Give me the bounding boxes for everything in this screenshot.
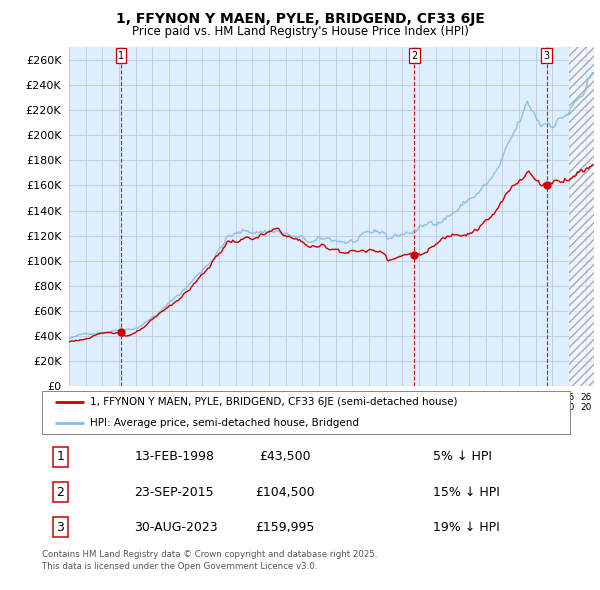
Text: This data is licensed under the Open Government Licence v3.0.: This data is licensed under the Open Gov…: [42, 562, 317, 571]
Text: Price paid vs. HM Land Registry's House Price Index (HPI): Price paid vs. HM Land Registry's House …: [131, 25, 469, 38]
Text: 1, FFYNON Y MAEN, PYLE, BRIDGEND, CF33 6JE: 1, FFYNON Y MAEN, PYLE, BRIDGEND, CF33 6…: [116, 12, 484, 26]
Text: 15% ↓ HPI: 15% ↓ HPI: [433, 486, 500, 499]
Text: 3: 3: [56, 521, 64, 534]
Text: 1: 1: [56, 450, 64, 463]
Text: £43,500: £43,500: [259, 450, 311, 463]
Text: 1, FFYNON Y MAEN, PYLE, BRIDGEND, CF33 6JE (semi-detached house): 1, FFYNON Y MAEN, PYLE, BRIDGEND, CF33 6…: [89, 397, 457, 407]
Text: 2: 2: [56, 486, 64, 499]
Text: £159,995: £159,995: [255, 521, 314, 534]
Text: 19% ↓ HPI: 19% ↓ HPI: [433, 521, 499, 534]
Text: 30-AUG-2023: 30-AUG-2023: [134, 521, 218, 534]
Text: HPI: Average price, semi-detached house, Bridgend: HPI: Average price, semi-detached house,…: [89, 418, 359, 428]
Bar: [569, 47, 594, 386]
Text: 5% ↓ HPI: 5% ↓ HPI: [433, 450, 492, 463]
Bar: [569, 47, 594, 386]
Text: 2: 2: [412, 51, 418, 61]
Text: 1: 1: [118, 51, 124, 61]
Text: 3: 3: [544, 51, 550, 61]
Text: 23-SEP-2015: 23-SEP-2015: [134, 486, 214, 499]
Text: £104,500: £104,500: [255, 486, 314, 499]
Text: Contains HM Land Registry data © Crown copyright and database right 2025.: Contains HM Land Registry data © Crown c…: [42, 550, 377, 559]
Text: 13-FEB-1998: 13-FEB-1998: [134, 450, 214, 463]
